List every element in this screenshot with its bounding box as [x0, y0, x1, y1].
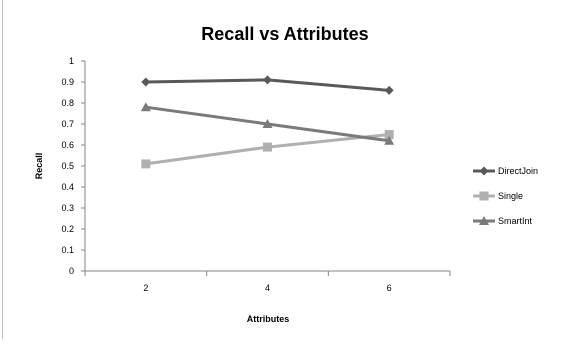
legend-label: DirectJoin	[498, 166, 538, 176]
y-axis-label: Recall	[34, 153, 44, 180]
y-tick-label: 0.1	[61, 245, 74, 255]
series-smartint	[140, 102, 395, 145]
x-tick-label: 6	[387, 283, 392, 293]
y-tick-label: 0.7	[61, 119, 74, 129]
y-tick-label: 0.5	[61, 161, 74, 171]
legend-label: SmartInt	[498, 216, 533, 226]
legend-label: Single	[498, 191, 523, 201]
chart-title: Recall vs Attributes	[201, 24, 368, 44]
series-single	[141, 130, 394, 169]
y-tick-label: 0.2	[61, 224, 74, 234]
legend-marker-smartint	[479, 216, 489, 225]
y-tick-label: 0.9	[61, 77, 74, 87]
data-point-smartint	[262, 119, 273, 128]
legend-marker-directjoin	[479, 166, 489, 176]
data-point-smartint	[384, 135, 395, 145]
data-point-smartint	[140, 102, 151, 112]
legend-item-directjoin: DirectJoin	[473, 166, 538, 176]
legend-marker-single	[479, 191, 489, 201]
y-tick-label: 1	[69, 56, 74, 66]
legend-item-single: Single	[473, 191, 523, 201]
x-tick-label: 4	[265, 283, 270, 293]
x-axis-label: Attributes	[247, 314, 290, 324]
y-tick-label: 0.8	[61, 98, 74, 108]
y-tick-label: 0	[69, 266, 74, 276]
y-tick-label: 0.4	[61, 182, 74, 192]
series-directjoin	[141, 75, 394, 95]
data-point-directjoin	[263, 75, 272, 85]
y-tick-label: 0.6	[61, 140, 74, 150]
x-tick-label: 2	[143, 283, 148, 293]
axes: 0 0.1 0.2 0.3 0.4 0.5 0.6 0.7 0.8 0.9 1 2 4 6	[61, 56, 451, 293]
legend-item-smartint: SmartInt	[473, 216, 533, 226]
data-point-single	[384, 130, 394, 139]
data-point-single	[141, 159, 151, 169]
data-point-directjoin	[141, 77, 151, 87]
y-tick-label: 0.3	[61, 203, 74, 213]
legend: DirectJoin Single SmartInt	[473, 166, 538, 226]
chart-frame-border	[2, 0, 3, 339]
series-layer	[140, 75, 395, 169]
data-point-single	[263, 142, 272, 152]
data-point-directjoin	[384, 85, 394, 95]
